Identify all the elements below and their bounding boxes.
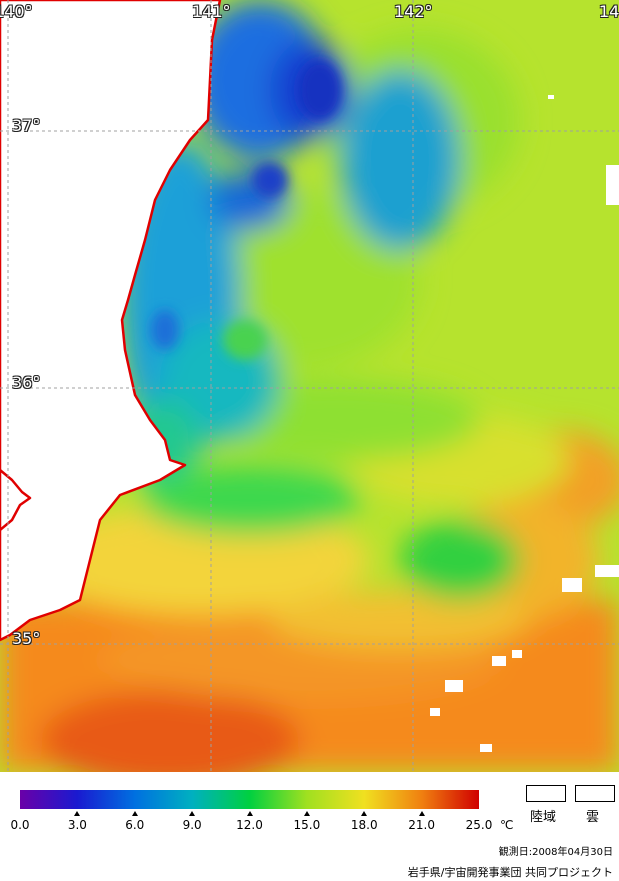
colorbar-tick-mark — [361, 811, 368, 816]
colorbar-tick-mark — [131, 811, 138, 816]
lon-label-140: 140° — [0, 2, 33, 21]
land — [0, 0, 222, 642]
colorbar-tick-label: 0.0 — [10, 818, 30, 832]
credit-text: 岩手県/宇宙開発事業団 共同プロジェクト — [407, 866, 613, 879]
colorbar-tick-label: 9.0 — [182, 818, 202, 832]
lon-label-143: 14 — [599, 2, 619, 21]
land-key-label: 陸域 — [530, 810, 557, 825]
colorbar-tick-mark — [74, 811, 81, 816]
lon-label-141: 141° — [192, 2, 231, 21]
colorbar-tick-label: 25.0 — [465, 818, 493, 832]
temperature-field — [0, 0, 619, 772]
colorbar-tick-label: 6.0 — [125, 818, 145, 832]
colorbar-tick-mark — [246, 811, 253, 816]
colorbar-tick-label: 18.0 — [350, 818, 378, 832]
temperature-colorbar — [20, 790, 479, 809]
cloud-key-label: 雲 — [586, 810, 600, 825]
graticule — [0, 0, 619, 772]
observation-date: 観測日:2008年04月30日 — [498, 847, 613, 858]
unit-label: ℃ — [500, 818, 514, 832]
colorbar-tick-label: 15.0 — [293, 818, 321, 832]
lon-label-142: 142° — [394, 2, 433, 21]
colorbar-tick-mark — [303, 811, 310, 816]
lat-label-37: 37° — [12, 116, 41, 135]
colorbar-tick-label: 21.0 — [408, 818, 435, 832]
colorbar-tick-label: 3.0 — [67, 818, 87, 832]
colorbar-tick-mark — [189, 811, 196, 816]
lat-label-36: 36° — [12, 373, 41, 392]
sst-map: 140° 141° 142° 14 37° 36° 35° — [0, 0, 619, 772]
colorbar-tick-mark — [418, 811, 425, 816]
cloud-key-swatch — [575, 785, 615, 802]
land-key-swatch — [526, 785, 566, 802]
colorbar-tick-label: 12.0 — [236, 818, 263, 832]
sst-map-svg — [0, 0, 619, 772]
lat-label-35: 35° — [12, 629, 41, 648]
